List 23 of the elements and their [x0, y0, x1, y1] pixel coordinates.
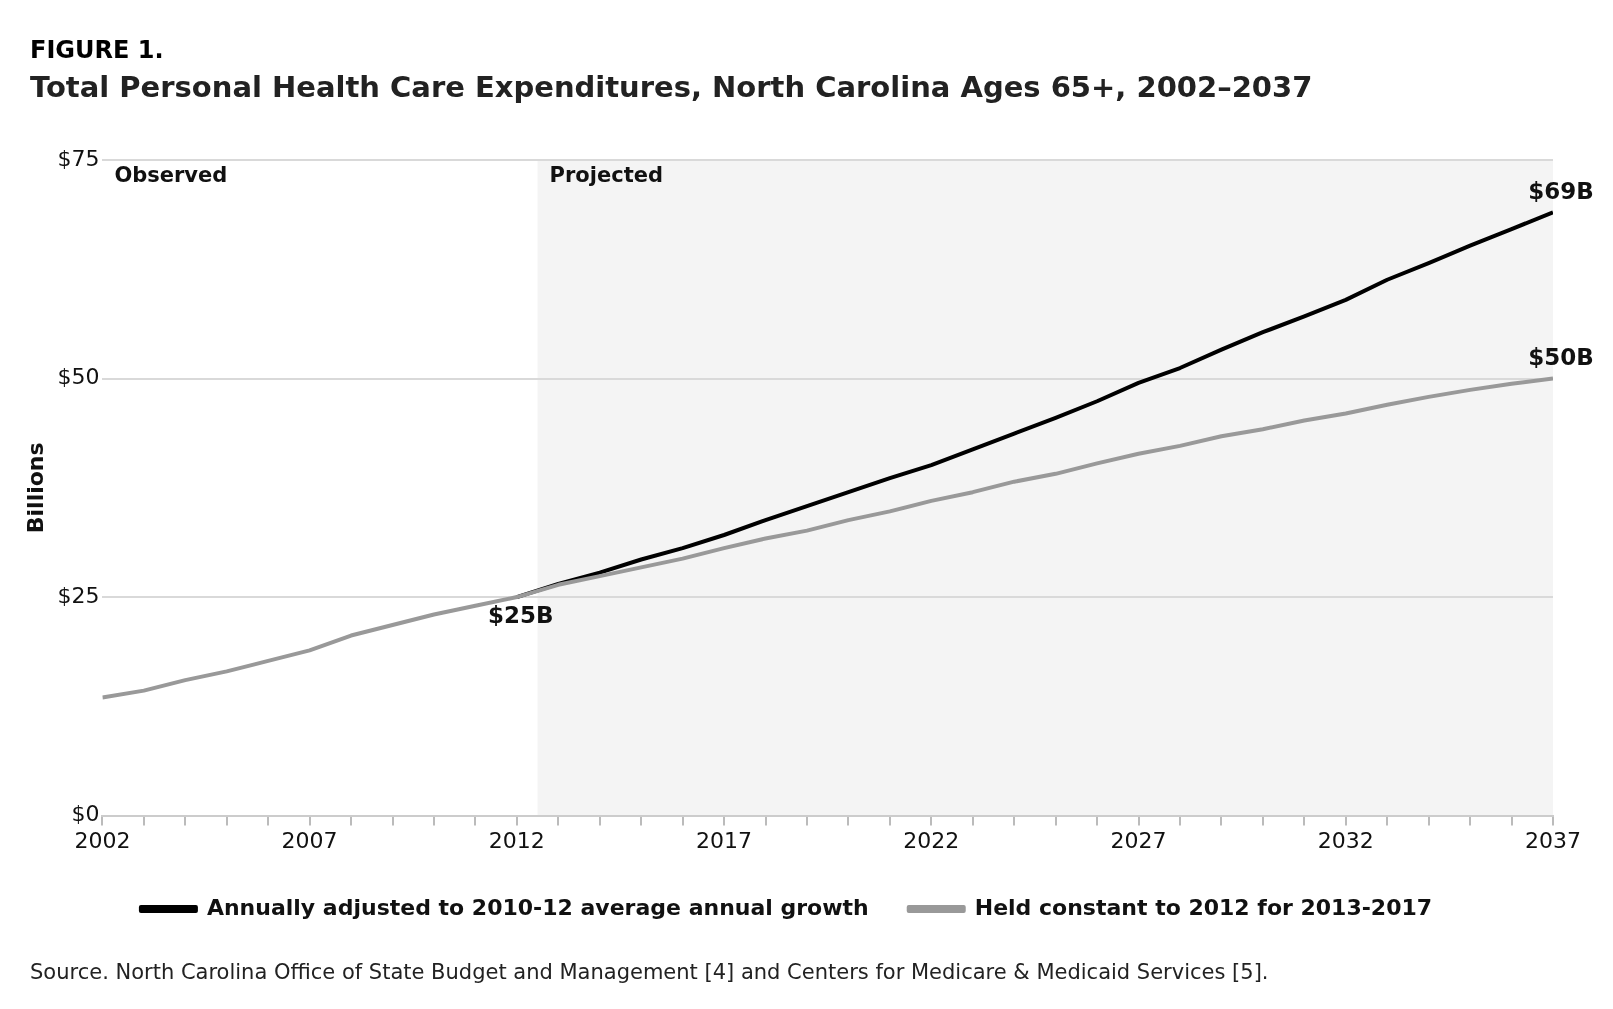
y-tick-label: $25 — [57, 582, 100, 608]
chart-subtitle: Total Personal Health Care Expenditures, North Carolina Ages 65+, 2002–2037 — [30, 70, 1313, 104]
y-tick-label: $0 — [71, 801, 100, 827]
x-tick-label: 2027 — [1110, 827, 1167, 853]
x-tick-label: 2007 — [281, 827, 338, 853]
legend-label: Annually adjusted to 2010-12 average annual growth — [206, 894, 869, 920]
source-note: Source. North Carolina Office of State Budget and Management [4] and Centers for Medicare & Medicaid Services [5]. — [30, 960, 1269, 984]
y-tick-label: $50 — [57, 364, 100, 390]
legend-label: Held constant to 2012 for 2013-2017 — [974, 894, 1433, 920]
band-label: Projected — [549, 162, 663, 187]
data-label: $69B — [1528, 177, 1594, 204]
x-tick-label: 2037 — [1525, 827, 1581, 853]
x-tick-label: 2032 — [1317, 827, 1374, 853]
data-label: $50B — [1528, 344, 1594, 370]
x-tick-label: 2017 — [696, 827, 753, 853]
chart-title: FIGURE 1. — [30, 36, 164, 64]
data-label: $25B — [488, 601, 554, 628]
x-tick-label: 2002 — [74, 827, 131, 853]
y-tick-label: $75 — [57, 145, 100, 171]
y-axis-title: Billions — [22, 442, 48, 534]
annotation: Observed — [114, 162, 228, 187]
x-tick-label: 2012 — [488, 827, 545, 853]
x-tick-label: 2022 — [903, 827, 960, 853]
